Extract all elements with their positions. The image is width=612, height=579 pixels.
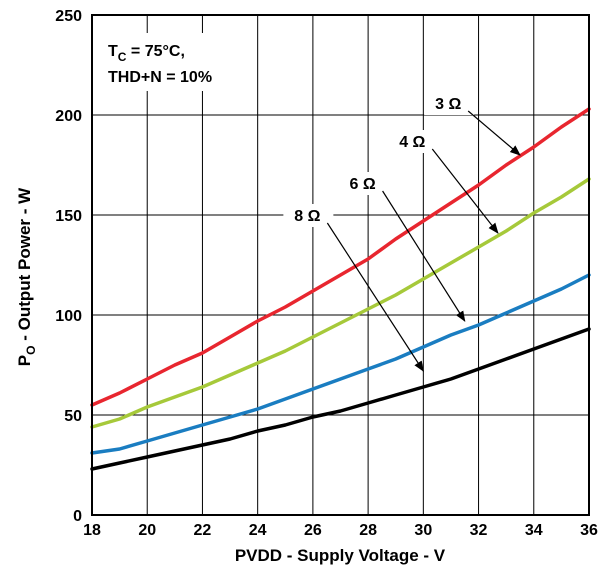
series-labels: 3 Ω 4 Ω 6 Ω 8 Ω xyxy=(294,96,521,372)
series-line xyxy=(90,273,591,455)
y-tick-label: 100 xyxy=(55,308,82,325)
y-tick-label: 0 xyxy=(73,508,82,525)
y-axis-title-prefix: P xyxy=(15,355,34,366)
x-tick-label: 22 xyxy=(194,522,212,539)
series-line xyxy=(90,107,591,407)
annotation-background xyxy=(100,33,250,91)
y-tick-label: 50 xyxy=(64,408,82,425)
series-label-arrow xyxy=(326,222,424,372)
series-label-arrow xyxy=(382,190,466,322)
y-tick-label: 150 xyxy=(55,208,82,225)
y-axis-title-subscript: O xyxy=(24,346,38,355)
x-tick-label: 30 xyxy=(414,522,432,539)
series-label-background xyxy=(424,92,475,115)
series-line xyxy=(90,177,591,429)
annotation-temp-subscript: C xyxy=(118,50,127,64)
x-tick-label: 36 xyxy=(580,522,598,539)
x-tick-label: 18 xyxy=(83,522,101,539)
y-tick-label: 200 xyxy=(55,108,82,125)
series-label-arrow xyxy=(431,148,499,234)
series-label: 8 Ω xyxy=(294,208,320,225)
y-axis-title: PO - Output Power - W xyxy=(15,187,38,366)
plot-frame xyxy=(91,14,590,516)
series-label-background xyxy=(338,172,389,195)
condition-annotation-temperature: TC = 75°C, xyxy=(108,43,185,64)
x-axis-title: PVDD - Supply Voltage - V xyxy=(235,546,446,565)
series-label: 4 Ω xyxy=(399,134,425,151)
x-tick-label: 24 xyxy=(249,522,267,539)
series-lines xyxy=(90,107,591,471)
annotation-temp-prefix: T xyxy=(108,43,118,60)
label-masks xyxy=(100,33,475,227)
x-tick-label: 34 xyxy=(525,522,543,539)
y-axis-title-rest: - Output Power - W xyxy=(15,187,34,346)
x-tick-label: 28 xyxy=(359,522,377,539)
series-label-background xyxy=(283,204,334,227)
x-tick-label: 20 xyxy=(138,522,156,539)
plot-border xyxy=(91,14,590,516)
series-label: 6 Ω xyxy=(350,176,376,193)
x-tick-label: 32 xyxy=(470,522,488,539)
condition-annotation-thd: THD+N = 10% xyxy=(108,69,212,86)
series-label-arrow xyxy=(467,110,521,156)
tick-labels: 18 20 22 24 26 28 30 32 34 36 0 50 100 150 200 250 xyxy=(55,8,598,539)
grid-lines xyxy=(91,14,590,516)
annotation-temp-rest: = 75°C, xyxy=(126,43,184,60)
y-tick-label: 250 xyxy=(55,8,82,25)
series-label: 3 Ω xyxy=(435,96,461,113)
x-tick-label: 26 xyxy=(304,522,322,539)
series-label-background xyxy=(388,130,439,153)
series-line xyxy=(90,327,591,471)
